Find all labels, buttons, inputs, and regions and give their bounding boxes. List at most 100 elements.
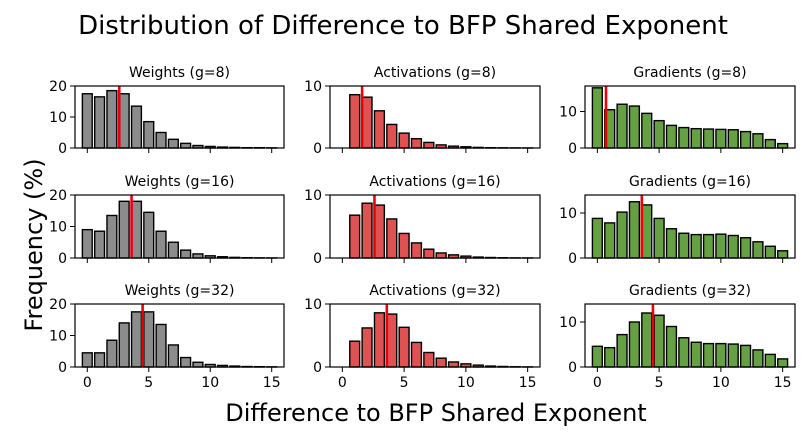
x-tick-label: 10 (712, 375, 730, 391)
y-tick-label: 0 (58, 360, 67, 376)
subplot-title: Weights (g=16) (125, 174, 235, 190)
x-tick-label: 10 (201, 375, 219, 391)
bar (739, 130, 752, 149)
y-tick-label: 20 (49, 188, 67, 204)
axes-frame (584, 85, 796, 149)
bar (604, 222, 616, 259)
subplot-8: Activations (g=32) 0 10 0 5 10 15 (304, 283, 541, 391)
y-tick-label: 10 (559, 105, 577, 121)
bar (106, 89, 118, 149)
bar (423, 141, 435, 149)
bar (739, 344, 752, 368)
subplot-6: Gradients (g=16) 0 10 (559, 174, 796, 267)
y-tick-label: 10 (559, 315, 577, 331)
bar (398, 132, 410, 149)
x-tick-label: 5 (400, 375, 409, 391)
bar (81, 352, 93, 368)
bar (180, 249, 192, 259)
bar (398, 232, 410, 259)
x-tick-label: 15 (774, 375, 792, 391)
bar (192, 253, 204, 259)
y-tick-label: 0 (58, 251, 67, 267)
axes-frame (329, 194, 541, 259)
subplot-title: Activations (g=8) (374, 65, 496, 81)
bar (361, 96, 373, 149)
bar (764, 353, 776, 368)
bar (155, 230, 167, 259)
subplot-title: Gradients (g=16) (629, 174, 751, 190)
y-tick-label: 10 (304, 297, 322, 313)
y-tick-label: 20 (49, 297, 67, 313)
subplot-title: Weights (g=8) (129, 65, 230, 81)
bar (81, 228, 93, 259)
bar (641, 312, 653, 368)
bar (604, 346, 616, 368)
x-tick-label: 15 (263, 375, 281, 391)
bar (192, 361, 204, 368)
bar (361, 202, 373, 259)
bar (653, 217, 665, 259)
bar (410, 137, 423, 149)
bar (777, 358, 789, 368)
bar (752, 133, 764, 149)
bar (591, 217, 603, 259)
bar (764, 138, 776, 149)
bar (130, 311, 143, 368)
bar (349, 93, 361, 149)
bar (690, 233, 702, 259)
axes-frame (329, 85, 541, 149)
bar (641, 204, 653, 259)
bar (386, 123, 398, 149)
bar (616, 333, 628, 368)
bar (93, 230, 106, 259)
bar (143, 311, 155, 368)
bar (727, 343, 739, 368)
bar (715, 342, 727, 368)
y-tick-label: 0 (313, 141, 322, 157)
y-axis-label: Frequency (%) (20, 158, 48, 331)
x-tick-label: 5 (655, 375, 664, 391)
bar (764, 245, 776, 259)
x-tick-label: 0 (593, 375, 602, 391)
y-tick-label: 10 (49, 329, 67, 345)
axes-frame (584, 194, 796, 259)
x-tick-label: 0 (83, 375, 92, 391)
bar (678, 126, 690, 149)
bar (447, 361, 460, 368)
bar (373, 204, 386, 259)
figure-title: Distribution of Difference to BFP Shared… (78, 11, 728, 41)
y-tick-label: 10 (559, 206, 577, 222)
bar (349, 214, 361, 259)
bar (373, 312, 386, 368)
bar (653, 119, 665, 149)
bar (361, 327, 373, 368)
bar (155, 323, 167, 368)
bar (81, 93, 93, 149)
y-tick-label: 10 (304, 188, 322, 204)
bar (435, 357, 447, 368)
bar (653, 314, 665, 368)
subplot-4: Weights (g=16) 0 10 20 (49, 174, 285, 267)
subplot-1: Weights (g=8) 0 10 20 (49, 65, 285, 157)
y-tick-label: 0 (568, 360, 577, 376)
bar (143, 211, 155, 259)
bar (678, 232, 690, 259)
bar (180, 142, 192, 149)
bar (130, 200, 143, 259)
y-tick-label: 10 (49, 220, 67, 236)
bar (628, 321, 641, 368)
x-tick-label: 10 (457, 375, 475, 391)
bar (616, 103, 628, 149)
bar (616, 211, 628, 259)
bar (641, 112, 653, 149)
y-tick-label: 10 (304, 79, 322, 95)
x-axis-label: Difference to BFP Shared Exponent (225, 399, 646, 427)
bar (715, 128, 727, 149)
bar (752, 241, 764, 259)
bar (678, 337, 690, 368)
subplot-title: Weights (g=32) (125, 283, 235, 299)
bar (410, 341, 423, 368)
subplot-title: Gradients (g=32) (629, 283, 751, 299)
bar (130, 105, 143, 149)
